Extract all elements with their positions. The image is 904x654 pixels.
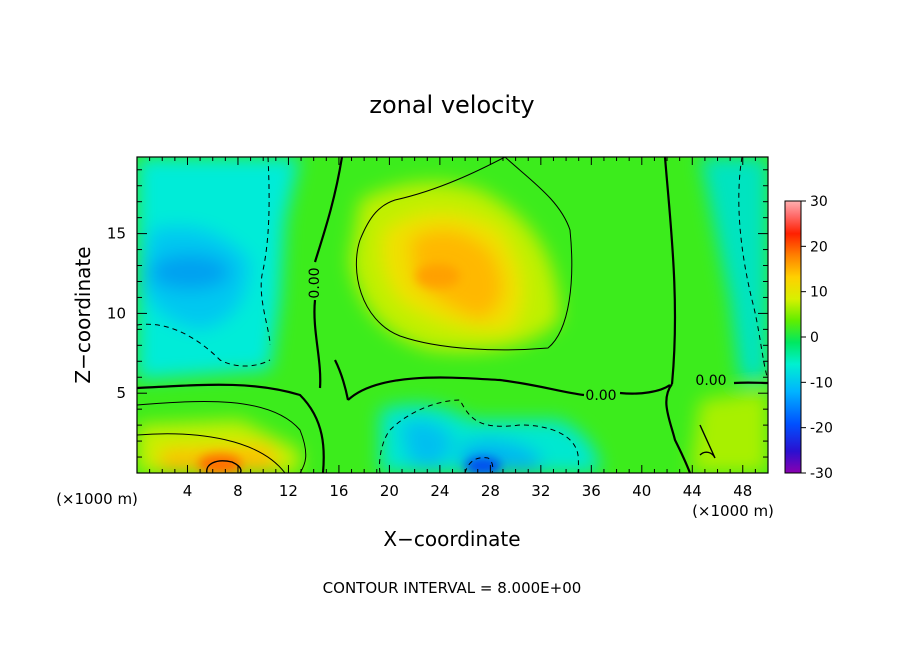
y-axis-label: Z−coordinate	[71, 246, 95, 383]
x-axis: 4 8 12 16 20 24 28 32 36 40 44 48	[149, 157, 756, 500]
x-tick-label: 16	[329, 482, 348, 500]
chart-title: zonal velocity	[369, 91, 534, 119]
x-unit-right: (×1000 m)	[692, 502, 774, 520]
x-tick-label: 8	[233, 482, 243, 500]
y-tick-label: 15	[107, 225, 126, 243]
x-tick-label: 36	[582, 482, 601, 500]
colorbar-ticks: 30 20 10 0 -10 -20 -30	[801, 194, 833, 482]
y-tick-label: 10	[107, 304, 126, 322]
contour-interval-footer: CONTOUR INTERVAL = 8.000E+00	[323, 579, 582, 597]
colorbar	[784, 200, 802, 474]
colorbar-tick-label: 30	[810, 194, 828, 210]
x-unit-left: (×1000 m)	[56, 490, 138, 508]
x-tick-label: 4	[183, 482, 193, 500]
x-tick-label: 20	[380, 482, 399, 500]
x-tick-label: 12	[279, 482, 298, 500]
contour-label: 0.00	[585, 388, 616, 404]
x-tick-label: 28	[481, 482, 500, 500]
x-tick-label: 24	[430, 482, 449, 500]
contour-label: 0.00	[307, 267, 323, 298]
y-tick-label: 5	[116, 384, 126, 402]
colorbar-tick-label: 10	[810, 285, 828, 301]
x-tick-label: 48	[733, 482, 752, 500]
x-tick-label: 32	[531, 482, 550, 500]
colorbar-tick-label: -30	[810, 466, 833, 482]
x-tick-label: 40	[632, 482, 651, 500]
colorbar-tick-label: 20	[810, 239, 828, 255]
colorbar-tick-label: 0	[810, 330, 819, 346]
contour-lines	[137, 157, 768, 473]
x-axis-label: X−coordinate	[383, 527, 520, 551]
colorbar-tick-label: -20	[810, 421, 833, 437]
y-axis: 5 10 15	[107, 169, 768, 458]
heatmap-field	[137, 157, 768, 473]
x-tick-label: 44	[683, 482, 702, 500]
contour-label: 0.00	[695, 373, 726, 389]
colorbar-tick-label: -10	[810, 375, 833, 391]
